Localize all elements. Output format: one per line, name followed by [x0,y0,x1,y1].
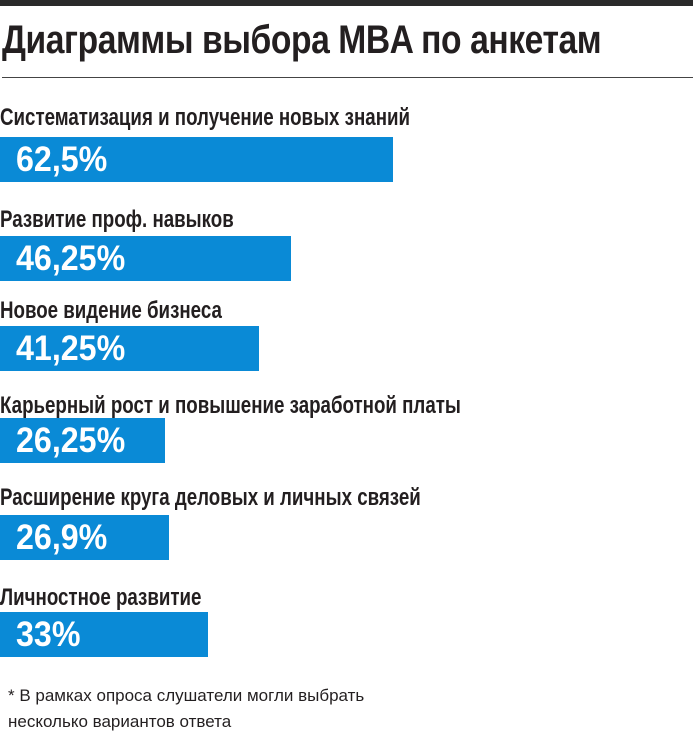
category-label: Систематизация и получение новых знаний [0,104,411,131]
footnote-line-2: несколько вариантов ответа [8,712,232,731]
bar: 26,25% [0,418,166,463]
data-label: 41,25% [16,329,126,368]
footnote-line-1: * В рамках опроса слушатели могли выбрат… [8,686,365,705]
category-label: Расширение круга деловых и личных связей [0,484,421,511]
chart-title: Диаграммы выбора MBA по анкетам [2,18,602,62]
data-label: 26,9% [16,518,108,557]
bar: 26,9% [0,515,170,560]
title-divider [2,77,693,78]
data-label: 62,5% [16,140,108,179]
bar: 46,25% [0,236,291,281]
bar: 41,25% [0,326,260,371]
category-label: Карьерный рост и повышение заработной пл… [0,392,461,419]
top-band [0,0,693,6]
category-label: Новое видение бизнеса [0,297,222,324]
bar: 33% [0,612,208,657]
data-label: 46,25% [16,239,126,278]
bar: 62,5% [0,137,394,182]
data-label: 26,25% [16,421,126,460]
category-label: Развитие проф. навыков [0,206,234,233]
category-label: Личностное развитие [0,584,202,611]
data-label: 33% [16,615,81,654]
